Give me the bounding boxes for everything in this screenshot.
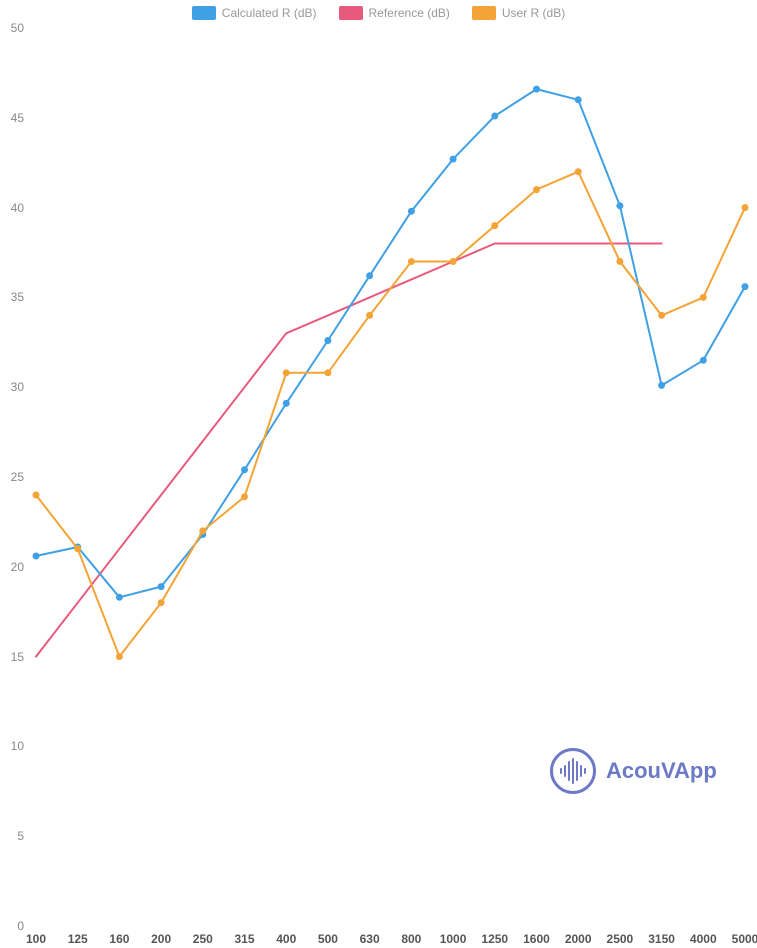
x-tick-label: 2500 xyxy=(607,932,634,946)
x-tick-label: 630 xyxy=(360,932,380,946)
logo-icon xyxy=(550,748,596,794)
x-tick-label: 800 xyxy=(401,932,421,946)
y-tick-label: 15 xyxy=(11,650,30,664)
y-tick-label: 5 xyxy=(17,829,30,843)
y-tick-label: 45 xyxy=(11,111,30,125)
x-tick-label: 5000 xyxy=(732,932,757,946)
logo-text: AcouVApp xyxy=(606,758,717,784)
y-tick-label: 50 xyxy=(11,21,30,35)
line-chart: Calculated R (dB) Reference (dB) User R … xyxy=(0,0,757,948)
x-tick-label: 100 xyxy=(26,932,46,946)
x-tick-label: 2000 xyxy=(565,932,592,946)
x-tick-label: 500 xyxy=(318,932,338,946)
x-tick-label: 1250 xyxy=(481,932,508,946)
x-tick-label: 1600 xyxy=(523,932,550,946)
brand-logo: AcouVApp xyxy=(550,748,717,794)
y-tick-label: 25 xyxy=(11,470,30,484)
x-tick-label: 315 xyxy=(235,932,255,946)
x-tick-label: 250 xyxy=(193,932,213,946)
y-tick-label: 10 xyxy=(11,739,30,753)
y-tick-label: 40 xyxy=(11,201,30,215)
x-tick-label: 1000 xyxy=(440,932,467,946)
chart-plot-area xyxy=(0,0,757,948)
y-tick-label: 20 xyxy=(11,560,30,574)
y-tick-label: 30 xyxy=(11,380,30,394)
x-tick-label: 400 xyxy=(276,932,296,946)
y-tick-label: 35 xyxy=(11,290,30,304)
x-tick-label: 3150 xyxy=(648,932,675,946)
x-tick-label: 160 xyxy=(109,932,129,946)
x-tick-label: 4000 xyxy=(690,932,717,946)
x-tick-label: 200 xyxy=(151,932,171,946)
y-tick-label: 0 xyxy=(17,919,30,933)
x-tick-label: 125 xyxy=(68,932,88,946)
